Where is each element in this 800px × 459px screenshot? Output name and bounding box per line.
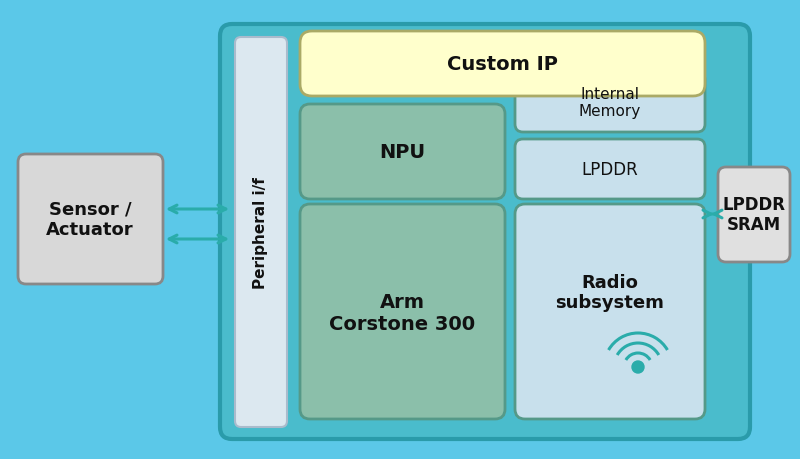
Text: Peripheral i/f: Peripheral i/f bbox=[254, 177, 269, 288]
FancyBboxPatch shape bbox=[300, 105, 505, 200]
Text: Custom IP: Custom IP bbox=[446, 54, 558, 73]
FancyBboxPatch shape bbox=[515, 140, 705, 200]
Text: LPDDR
SRAM: LPDDR SRAM bbox=[722, 195, 786, 234]
FancyBboxPatch shape bbox=[515, 73, 705, 133]
FancyBboxPatch shape bbox=[300, 32, 705, 97]
Text: LPDDR: LPDDR bbox=[582, 161, 638, 179]
FancyBboxPatch shape bbox=[220, 25, 750, 439]
FancyBboxPatch shape bbox=[235, 38, 287, 427]
Text: Internal
Memory: Internal Memory bbox=[579, 87, 641, 119]
Text: Sensor /
Actuator: Sensor / Actuator bbox=[46, 200, 134, 239]
FancyBboxPatch shape bbox=[18, 155, 163, 285]
FancyBboxPatch shape bbox=[515, 205, 705, 419]
FancyBboxPatch shape bbox=[718, 168, 790, 263]
Text: Arm
Corstone 300: Arm Corstone 300 bbox=[329, 292, 475, 333]
FancyBboxPatch shape bbox=[300, 205, 505, 419]
Circle shape bbox=[632, 361, 644, 373]
Text: NPU: NPU bbox=[379, 142, 425, 161]
Text: Radio
subsystem: Radio subsystem bbox=[555, 273, 665, 312]
